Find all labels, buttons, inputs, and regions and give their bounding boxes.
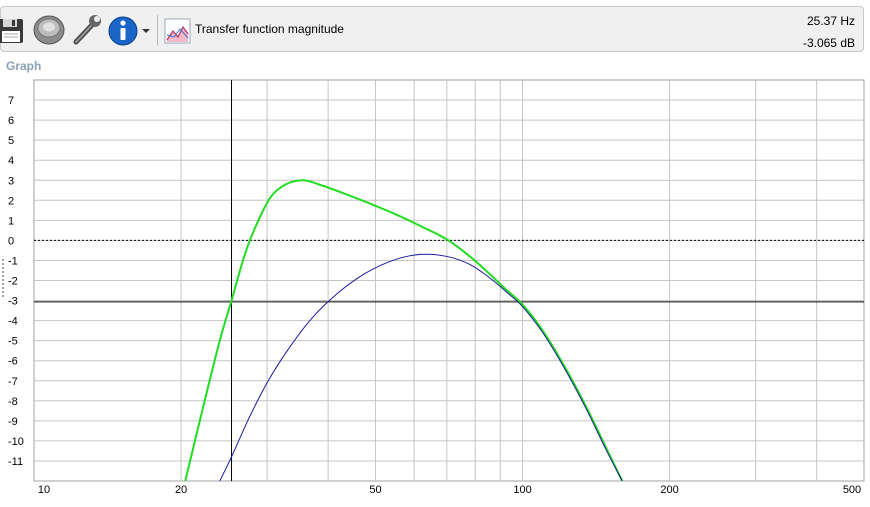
y-tick-label: -11 [8,456,23,468]
y-tick-label: 1 [8,215,14,227]
y-tick-label: 7 [8,95,14,107]
chart-button[interactable] [163,13,193,47]
x-tick-label: 500 [843,484,861,496]
x-tick-label: 20 [175,484,187,496]
y-tick-label: -5 [8,336,18,348]
y-tick-label: -1 [8,255,18,267]
grid [34,80,864,481]
speaker-icon [33,15,65,45]
chart-icon [164,18,191,44]
resize-handle[interactable] [1,258,5,298]
y-tick-label: -3 [8,296,18,308]
frequency-readout: 25.37 Hz [806,14,855,28]
y-tick-label: -10 [8,436,24,448]
speaker-button[interactable] [33,13,67,47]
x-tick-label: 200 [660,484,678,496]
toolbar-separator [157,15,158,45]
series-group [184,179,624,481]
y-tick-label: 5 [8,135,14,147]
x-axis: 10 20 50 100 200 500 [38,484,861,496]
info-icon [108,16,138,46]
y-tick-label: -2 [8,276,18,288]
series-line-green [184,179,624,481]
info-button[interactable] [107,13,139,47]
save-button[interactable] [0,13,27,47]
y-tick-label: 0 [8,235,14,247]
chart-title: Transfer function magnitude [195,22,344,36]
x-tick-label: 10 [38,484,50,496]
y-tick-label: -9 [8,416,18,428]
wrench-icon [73,15,101,45]
x-tick-label: 50 [369,484,381,496]
settings-button[interactable] [71,13,103,47]
graph-panel-label: Graph [6,59,42,73]
series-line-blue [219,253,623,481]
floppy-disk-icon [0,19,23,43]
y-tick-label: 3 [8,175,14,187]
info-dropdown-button[interactable] [140,13,152,47]
x-tick-label: 100 [513,484,531,496]
y-tick-label: -7 [8,376,18,388]
y-tick-label: -6 [8,356,18,368]
reference-lines [34,80,864,481]
y-axis: 7 6 5 4 3 2 1 0 -1 -2 -3 -4 -5 -6 -7 -8 -9 -10 -11 [8,95,24,468]
y-tick-label: -8 [8,396,18,408]
y-tick-label: 6 [8,115,14,127]
toolbar: Transfer function magnitude 25.37 Hz -3.… [0,6,864,52]
y-tick-label: 4 [8,155,14,167]
y-tick-label: -4 [8,316,18,328]
level-readout: -3.065 dB [802,36,855,50]
y-tick-label: 2 [8,195,14,207]
chevron-down-icon [142,29,150,33]
